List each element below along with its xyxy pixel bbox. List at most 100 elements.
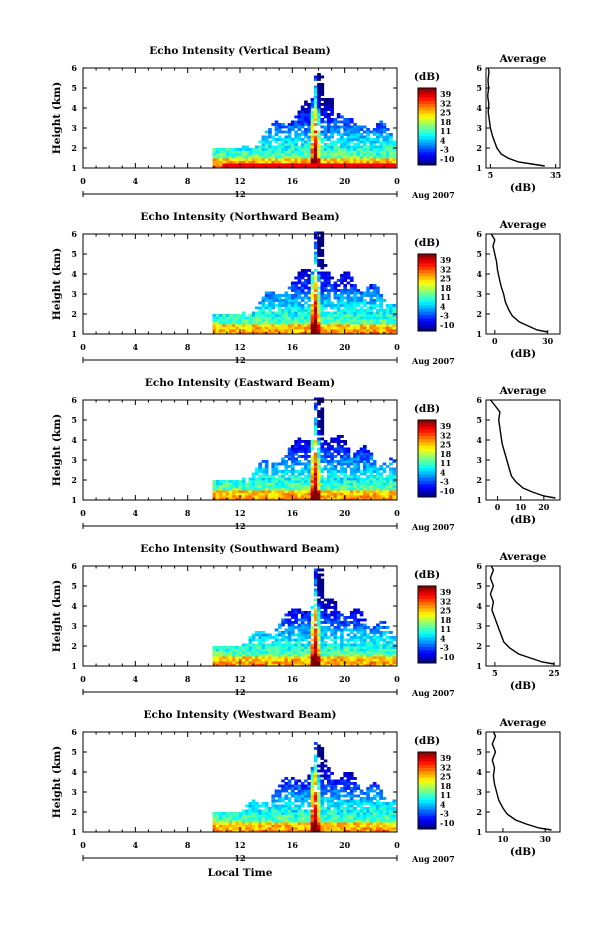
heatmap-cell <box>392 480 397 483</box>
heatmap-cell <box>353 653 357 657</box>
heatmap-cell <box>241 314 246 317</box>
heatmap-cell <box>307 777 312 780</box>
heatmap-cell <box>389 480 393 483</box>
heatmap-cell <box>264 495 269 498</box>
heatmap-cell <box>313 462 318 466</box>
heatmap-cell <box>317 432 321 436</box>
heatmap-cell <box>320 779 325 783</box>
heatmap-cell <box>320 492 325 496</box>
colorbar-frame <box>417 87 437 166</box>
colorbar-label: (dB) <box>414 237 440 249</box>
heatmap-cell <box>320 485 325 488</box>
heatmap-cell <box>317 809 321 813</box>
heatmap-cell <box>376 316 380 320</box>
heatmap-cell <box>323 311 328 315</box>
heatmap-cell <box>313 623 318 627</box>
heatmap-cell <box>382 819 387 823</box>
heatmap-cell <box>376 475 380 478</box>
colorbar-segment <box>418 605 436 609</box>
heatmap-cell <box>277 135 282 139</box>
heatmap-cell <box>248 641 253 644</box>
average-y-tick-label: 5 <box>476 249 482 259</box>
heatmap-cell <box>251 643 256 647</box>
heatmap-cell <box>356 450 361 453</box>
heatmap-cell <box>356 799 361 803</box>
heatmap-cell <box>369 316 374 320</box>
heatmap-cell <box>392 656 397 659</box>
heatmap-cell <box>359 658 364 662</box>
heatmap-cell <box>340 824 344 828</box>
x-tick-label: 8 <box>185 508 191 518</box>
heatmap-cell <box>307 789 312 793</box>
heatmap-cell <box>385 485 390 488</box>
average-x-tick-label: 5 <box>492 668 498 678</box>
heatmap-cell <box>372 814 377 818</box>
heatmap-cell <box>317 254 321 257</box>
heatmap-cell <box>353 135 357 139</box>
heatmap-cell <box>219 663 223 667</box>
heatmap-cell <box>304 165 308 169</box>
heatmap-cell <box>349 319 354 322</box>
heatmap-cell <box>317 658 321 662</box>
y-tick-label: 2 <box>71 641 77 651</box>
heatmap-cell <box>232 646 236 649</box>
heatmap-cell <box>349 304 354 307</box>
heatmap-cell <box>349 467 354 471</box>
heatmap-cell <box>340 331 344 335</box>
heatmap-cell <box>225 155 230 159</box>
heatmap-cell <box>385 480 390 483</box>
heatmap-cell <box>327 120 331 124</box>
heatmap-cell <box>261 633 266 637</box>
heatmap-cell <box>336 618 341 622</box>
heatmap-cell <box>284 495 289 498</box>
heatmap-cell <box>300 661 305 664</box>
heatmap-cell <box>304 128 308 131</box>
heatmap-cell <box>356 470 361 473</box>
heatmap-cell <box>353 492 357 496</box>
heatmap-cell <box>281 140 285 144</box>
heatmap-cell <box>382 138 387 141</box>
heatmap-cell <box>307 482 312 486</box>
heatmap-cell <box>294 799 298 803</box>
heatmap-cell <box>317 799 321 803</box>
heatmap-cell <box>287 311 292 315</box>
heatmap-cell <box>228 663 233 667</box>
heatmap-cell <box>327 153 331 156</box>
heatmap-cell <box>392 482 397 486</box>
heatmap-cell <box>271 804 276 808</box>
colorbar-segment <box>418 120 436 124</box>
heatmap-cell <box>241 490 246 493</box>
heatmap-cell <box>349 289 354 292</box>
heatmap-cell <box>300 311 305 315</box>
heatmap-cell <box>264 643 269 647</box>
x-tick-label: 12 <box>234 674 245 684</box>
date-label: 12 <box>234 687 245 697</box>
heatmap-cell <box>215 482 220 486</box>
heatmap-cell <box>304 311 308 315</box>
heatmap-cell <box>271 155 276 159</box>
heatmap-cell <box>385 140 390 144</box>
heatmap-cell <box>372 158 377 161</box>
average-y-tick-label: 2 <box>476 475 482 485</box>
heatmap-cell <box>300 656 305 659</box>
heatmap-cell <box>222 646 227 649</box>
heatmap-cell <box>349 774 354 778</box>
heatmap-cell <box>245 331 249 335</box>
heatmap-cell <box>372 822 377 825</box>
colorbar-tick-label: 39 <box>440 587 452 597</box>
heatmap-cell <box>323 653 328 657</box>
heatmap-cell <box>294 445 298 448</box>
heatmap-cell <box>349 636 354 639</box>
heatmap-cell <box>379 467 384 471</box>
heatmap-cell <box>362 165 367 169</box>
heatmap-cell <box>327 606 331 609</box>
heatmap-cell <box>300 110 305 114</box>
heatmap-cell <box>264 321 269 325</box>
heatmap-cell <box>300 115 305 119</box>
heatmap-cell <box>385 651 390 654</box>
heatmap-cell <box>313 817 318 820</box>
heatmap-cell <box>310 799 315 803</box>
heatmap-cell <box>356 824 361 828</box>
heatmap-cell <box>353 452 357 456</box>
heatmap-cell <box>346 495 351 498</box>
